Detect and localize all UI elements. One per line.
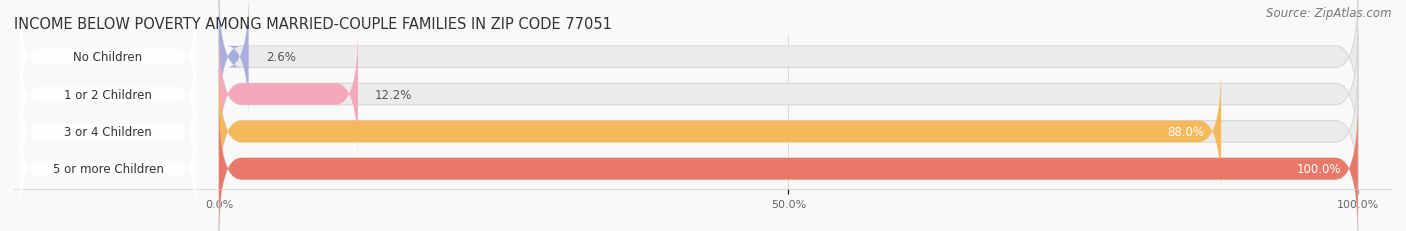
FancyBboxPatch shape	[20, 109, 197, 228]
FancyBboxPatch shape	[219, 0, 249, 121]
FancyBboxPatch shape	[20, 35, 197, 154]
Text: No Children: No Children	[73, 51, 142, 64]
FancyBboxPatch shape	[219, 31, 359, 158]
Text: 100.0%: 100.0%	[1296, 162, 1341, 175]
Text: 1 or 2 Children: 1 or 2 Children	[65, 88, 152, 101]
Text: 5 or more Children: 5 or more Children	[52, 162, 163, 175]
Text: INCOME BELOW POVERTY AMONG MARRIED-COUPLE FAMILIES IN ZIP CODE 77051: INCOME BELOW POVERTY AMONG MARRIED-COUPL…	[14, 17, 612, 32]
Text: 3 or 4 Children: 3 or 4 Children	[65, 125, 152, 138]
FancyBboxPatch shape	[219, 68, 1222, 195]
Text: 12.2%: 12.2%	[375, 88, 412, 101]
FancyBboxPatch shape	[219, 31, 1358, 158]
FancyBboxPatch shape	[219, 0, 1358, 121]
Text: Source: ZipAtlas.com: Source: ZipAtlas.com	[1267, 7, 1392, 20]
Text: 2.6%: 2.6%	[266, 51, 295, 64]
FancyBboxPatch shape	[20, 0, 197, 117]
FancyBboxPatch shape	[219, 105, 1358, 231]
FancyBboxPatch shape	[219, 105, 1358, 231]
FancyBboxPatch shape	[20, 72, 197, 191]
FancyBboxPatch shape	[219, 68, 1358, 195]
Text: 88.0%: 88.0%	[1167, 125, 1204, 138]
